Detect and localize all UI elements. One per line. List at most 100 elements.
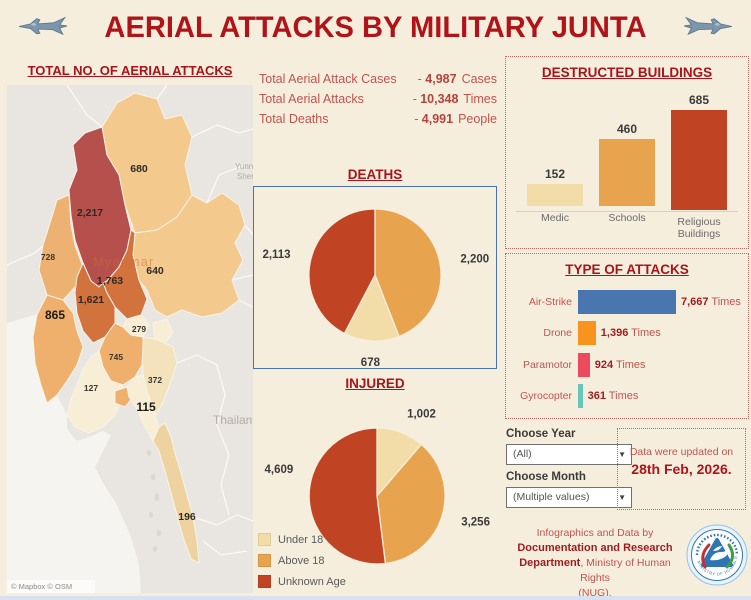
- map-value-shan: 640: [146, 265, 164, 277]
- bar-group-schools: 460 Schools: [592, 93, 662, 244]
- pie-slice-under-18[interactable]: [343, 273, 400, 342]
- pie-slice-unknown-age[interactable]: [308, 208, 376, 335]
- total-deaths-row: Total Deaths - 4,991 People: [259, 112, 497, 126]
- map-value-chin: 728: [41, 252, 55, 262]
- region-shan[interactable]: [132, 192, 246, 318]
- map-value-ayeyarwady: 127: [84, 383, 98, 393]
- map-value-kachin: 680: [130, 163, 148, 175]
- legend-swatch-above-18: [258, 554, 271, 567]
- month-dropdown[interactable]: (Multiple values) ▼: [506, 487, 632, 508]
- bar-category-label: Religious Buildings: [677, 216, 721, 240]
- updated-text: Data were updated on: [629, 446, 734, 458]
- deaths-title: DEATHS: [347, 167, 403, 182]
- bar-row-drone: Drone 1,396 Times: [512, 320, 742, 346]
- bar-category-label: Schools: [608, 212, 646, 224]
- total-attacks-value: 10,348: [420, 92, 459, 106]
- map-islands: [147, 450, 162, 552]
- map-value-naypyitaw: 279: [132, 324, 146, 334]
- totals-summary: Total Aerial Attack Cases - 4,987 Cases …: [259, 72, 497, 132]
- bar-religious-buildings[interactable]: [671, 110, 727, 210]
- credits-line1: Infographics and Data by: [536, 527, 654, 539]
- map-value-mon: 115: [136, 400, 156, 414]
- buildings-bar-chart: 152 Medic 460 Schools 685 Religious Buildings: [520, 93, 734, 244]
- total-attacks-unit: Times: [463, 92, 497, 106]
- bar-gyrocopter[interactable]: [578, 383, 583, 408]
- bar-chart-baseline: [516, 211, 738, 212]
- year-dropdown[interactable]: (All) ▼: [506, 444, 632, 465]
- fighter-jet-icon: [18, 16, 68, 36]
- bar-unit-label: Times: [708, 296, 741, 308]
- fighter-jet-icon: [683, 16, 733, 36]
- total-cases-value: 4,987: [425, 72, 457, 86]
- map-value-mandalay: 1,763: [97, 275, 123, 287]
- legend-label-unknown-age: Unknown Age: [278, 575, 346, 588]
- bar-unit-label: Times: [613, 358, 646, 371]
- deaths-pie-chart: 2,200 678 2,113: [262, 208, 489, 369]
- bar-value-label: 152: [544, 166, 566, 181]
- logo-green-arrow: [725, 543, 734, 569]
- pie-slice-unknown-age[interactable]: [308, 427, 387, 565]
- region-kayin[interactable]: [141, 336, 178, 416]
- data-updated-box: Data were updated on 28th Feb, 2026.: [617, 428, 746, 510]
- deaths-chart-box: 2,200 678 2,113: [253, 186, 497, 369]
- legend-swatch-under-18: [258, 533, 271, 546]
- map-value-bago: 745: [109, 352, 123, 362]
- bar-category-label: Paramotor: [522, 358, 572, 371]
- total-deaths-label: Total Deaths: [259, 112, 329, 126]
- logo-red-arrow: [701, 543, 711, 569]
- total-cases-label: Total Aerial Attack Cases: [259, 72, 397, 86]
- credits-dept-1: Documentation and Research: [517, 542, 673, 554]
- dash: -: [414, 112, 419, 126]
- region-ayeyarwady[interactable]: [66, 350, 124, 434]
- pie-slice-above-18[interactable]: [376, 443, 446, 565]
- credits-dept-2: Department: [519, 557, 581, 569]
- map-sea: [7, 313, 141, 593]
- bar-row-air-strike: Air-Strike 7,667 Times: [512, 289, 742, 315]
- map-title: TOTAL NO. OF AERIAL ATTACKS: [27, 63, 233, 78]
- bar-category-label: Medic: [540, 212, 569, 224]
- map-country-label: Myanmar: [93, 254, 154, 269]
- bar-category-label: Air-Strike: [528, 296, 572, 308]
- total-cases-row: Total Aerial Attack Cases - 4,987 Cases: [259, 72, 497, 86]
- pie-slice-above-18[interactable]: [374, 208, 442, 338]
- bar-drone[interactable]: [578, 321, 596, 346]
- bottom-edge: [0, 596, 751, 600]
- type-of-attacks-title: TYPE OF ATTACKS: [565, 262, 689, 277]
- pie-value-label-above-18: 3,256: [461, 517, 490, 529]
- bar-value-label: 460: [616, 121, 638, 136]
- bar-category-label: Gyrocopter: [520, 389, 572, 402]
- myanmar-map: Myanmar Thailand Yunn Shen 680 2,217 728…: [7, 85, 253, 593]
- year-dropdown-value: (All): [513, 448, 532, 460]
- map-value-sagaing: 2,217: [77, 207, 103, 219]
- bar-paramotor[interactable]: [578, 352, 590, 377]
- chevron-down-icon: ▼: [618, 493, 626, 502]
- bar-unit-label: Times: [628, 327, 661, 340]
- map-label-thailand: Thailand: [213, 413, 253, 427]
- ministry-of-human-rights-logo: MINISTRY OF HUMAN RIGHTS: [686, 524, 748, 586]
- legend-item-above-18: Above 18: [258, 550, 346, 571]
- bar-group-religious-buildings: 685 Religious Buildings: [664, 93, 734, 244]
- total-cases-unit: Cases: [461, 72, 497, 86]
- bar-medic[interactable]: [527, 183, 583, 206]
- region-kayah[interactable]: [152, 318, 174, 344]
- bar-value-label: 1,396 Times: [600, 327, 661, 340]
- chevron-down-icon: ▼: [618, 450, 626, 459]
- bar-value-label: 924 Times: [594, 358, 646, 371]
- region-rakhine[interactable]: [32, 294, 84, 404]
- region-tanintharyi[interactable]: [152, 422, 200, 564]
- injured-pie-chart: 1,002 3,256 4,609: [265, 408, 490, 565]
- legend-label-under-18: Under 18: [278, 533, 324, 546]
- choose-month-label: Choose Month: [506, 471, 586, 483]
- bar-air-strike[interactable]: [578, 290, 676, 314]
- bar-row-gyrocopter: Gyrocopter 361 Times: [512, 383, 742, 409]
- map-borders: [7, 85, 253, 556]
- bar-value-label: 361 Times: [587, 389, 639, 402]
- month-dropdown-value: (Multiple values): [513, 491, 590, 503]
- map-value-kayin: 372: [148, 375, 162, 385]
- type-of-attacks-panel: TYPE OF ATTACKS Air-Strike 7,667 Times Dro…: [505, 253, 749, 419]
- bar-schools[interactable]: [599, 138, 655, 206]
- destructed-buildings-title: DESTRUCTED BUILDINGS: [541, 65, 713, 80]
- page-title: AERIAL ATTACKS BY MILITARY JUNTA: [104, 11, 647, 44]
- credits-ministry: , Ministry of Human Rights: [580, 557, 671, 584]
- map-attribution: © Mapbox © OSM: [11, 582, 72, 591]
